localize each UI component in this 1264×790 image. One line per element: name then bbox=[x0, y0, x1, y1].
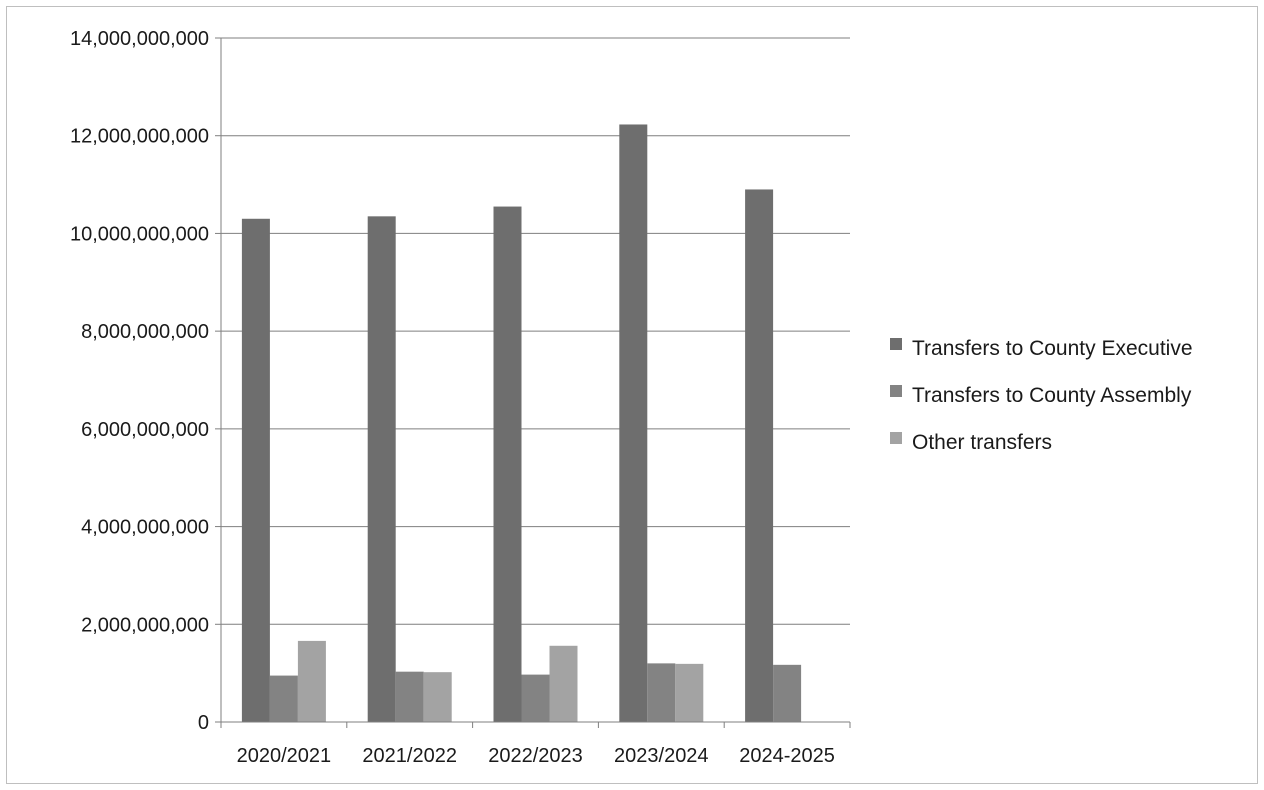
axes bbox=[215, 37, 851, 728]
y-tick-label: 4,000,000,000 bbox=[81, 517, 209, 539]
bar-other-1 bbox=[423, 672, 452, 722]
bar-executive-2 bbox=[493, 206, 522, 723]
legend-swatch bbox=[890, 338, 902, 350]
y-tick-label: 12,000,000,000 bbox=[70, 126, 209, 148]
bar-assembly-1 bbox=[395, 671, 424, 722]
legend-swatch bbox=[890, 432, 902, 444]
bar-assembly-2 bbox=[521, 674, 550, 722]
y-tick-label: 0 bbox=[198, 712, 209, 734]
legend: Transfers to County Executive Transfers t… bbox=[890, 337, 1193, 454]
legend-label: Other transfers bbox=[912, 431, 1052, 454]
x-tick-label: 2020/2021 bbox=[237, 745, 332, 767]
bar-executive-1 bbox=[367, 216, 396, 723]
bar-assembly-4 bbox=[773, 664, 802, 722]
bar-other-2 bbox=[549, 645, 578, 722]
bar-executive-4 bbox=[745, 189, 774, 722]
y-tick-label: 8,000,000,000 bbox=[81, 321, 209, 343]
bar-assembly-0 bbox=[269, 675, 298, 722]
y-tick-label: 10,000,000,000 bbox=[70, 223, 209, 245]
bars bbox=[241, 124, 802, 723]
bar-chart: 0 2,000,000,000 4,000,000,000 6,000,000,000… bbox=[70, 28, 1193, 767]
x-tick-label: 2024-2025 bbox=[739, 745, 835, 767]
y-axis-tick-labels: 0 2,000,000,000 4,000,000,000 6,000,000,000… bbox=[70, 28, 209, 734]
x-tick-label: 2023/2024 bbox=[614, 745, 709, 767]
x-axis-tick-labels: 2020/2021 2021/2022 2022/2023 2023/2024 2024… bbox=[237, 745, 835, 767]
bar-other-0 bbox=[297, 640, 326, 722]
y-tick-label: 6,000,000,000 bbox=[81, 419, 209, 441]
chart-frame: 0 2,000,000,000 4,000,000,000 6,000,000,000… bbox=[6, 6, 1258, 784]
legend-label: Transfers to County Assembly bbox=[912, 384, 1192, 407]
gridlines bbox=[221, 37, 850, 625]
x-tick-label: 2022/2023 bbox=[488, 745, 583, 767]
bar-executive-0 bbox=[241, 218, 270, 722]
x-tick-label: 2021/2022 bbox=[362, 745, 457, 767]
y-tick-label: 14,000,000,000 bbox=[70, 28, 209, 50]
legend-swatch bbox=[890, 385, 902, 397]
y-tick-label: 2,000,000,000 bbox=[81, 614, 209, 636]
bar-executive-3 bbox=[619, 124, 648, 722]
legend-label: Transfers to County Executive bbox=[912, 337, 1193, 360]
bar-assembly-3 bbox=[647, 663, 676, 722]
bar-other-3 bbox=[675, 663, 704, 722]
